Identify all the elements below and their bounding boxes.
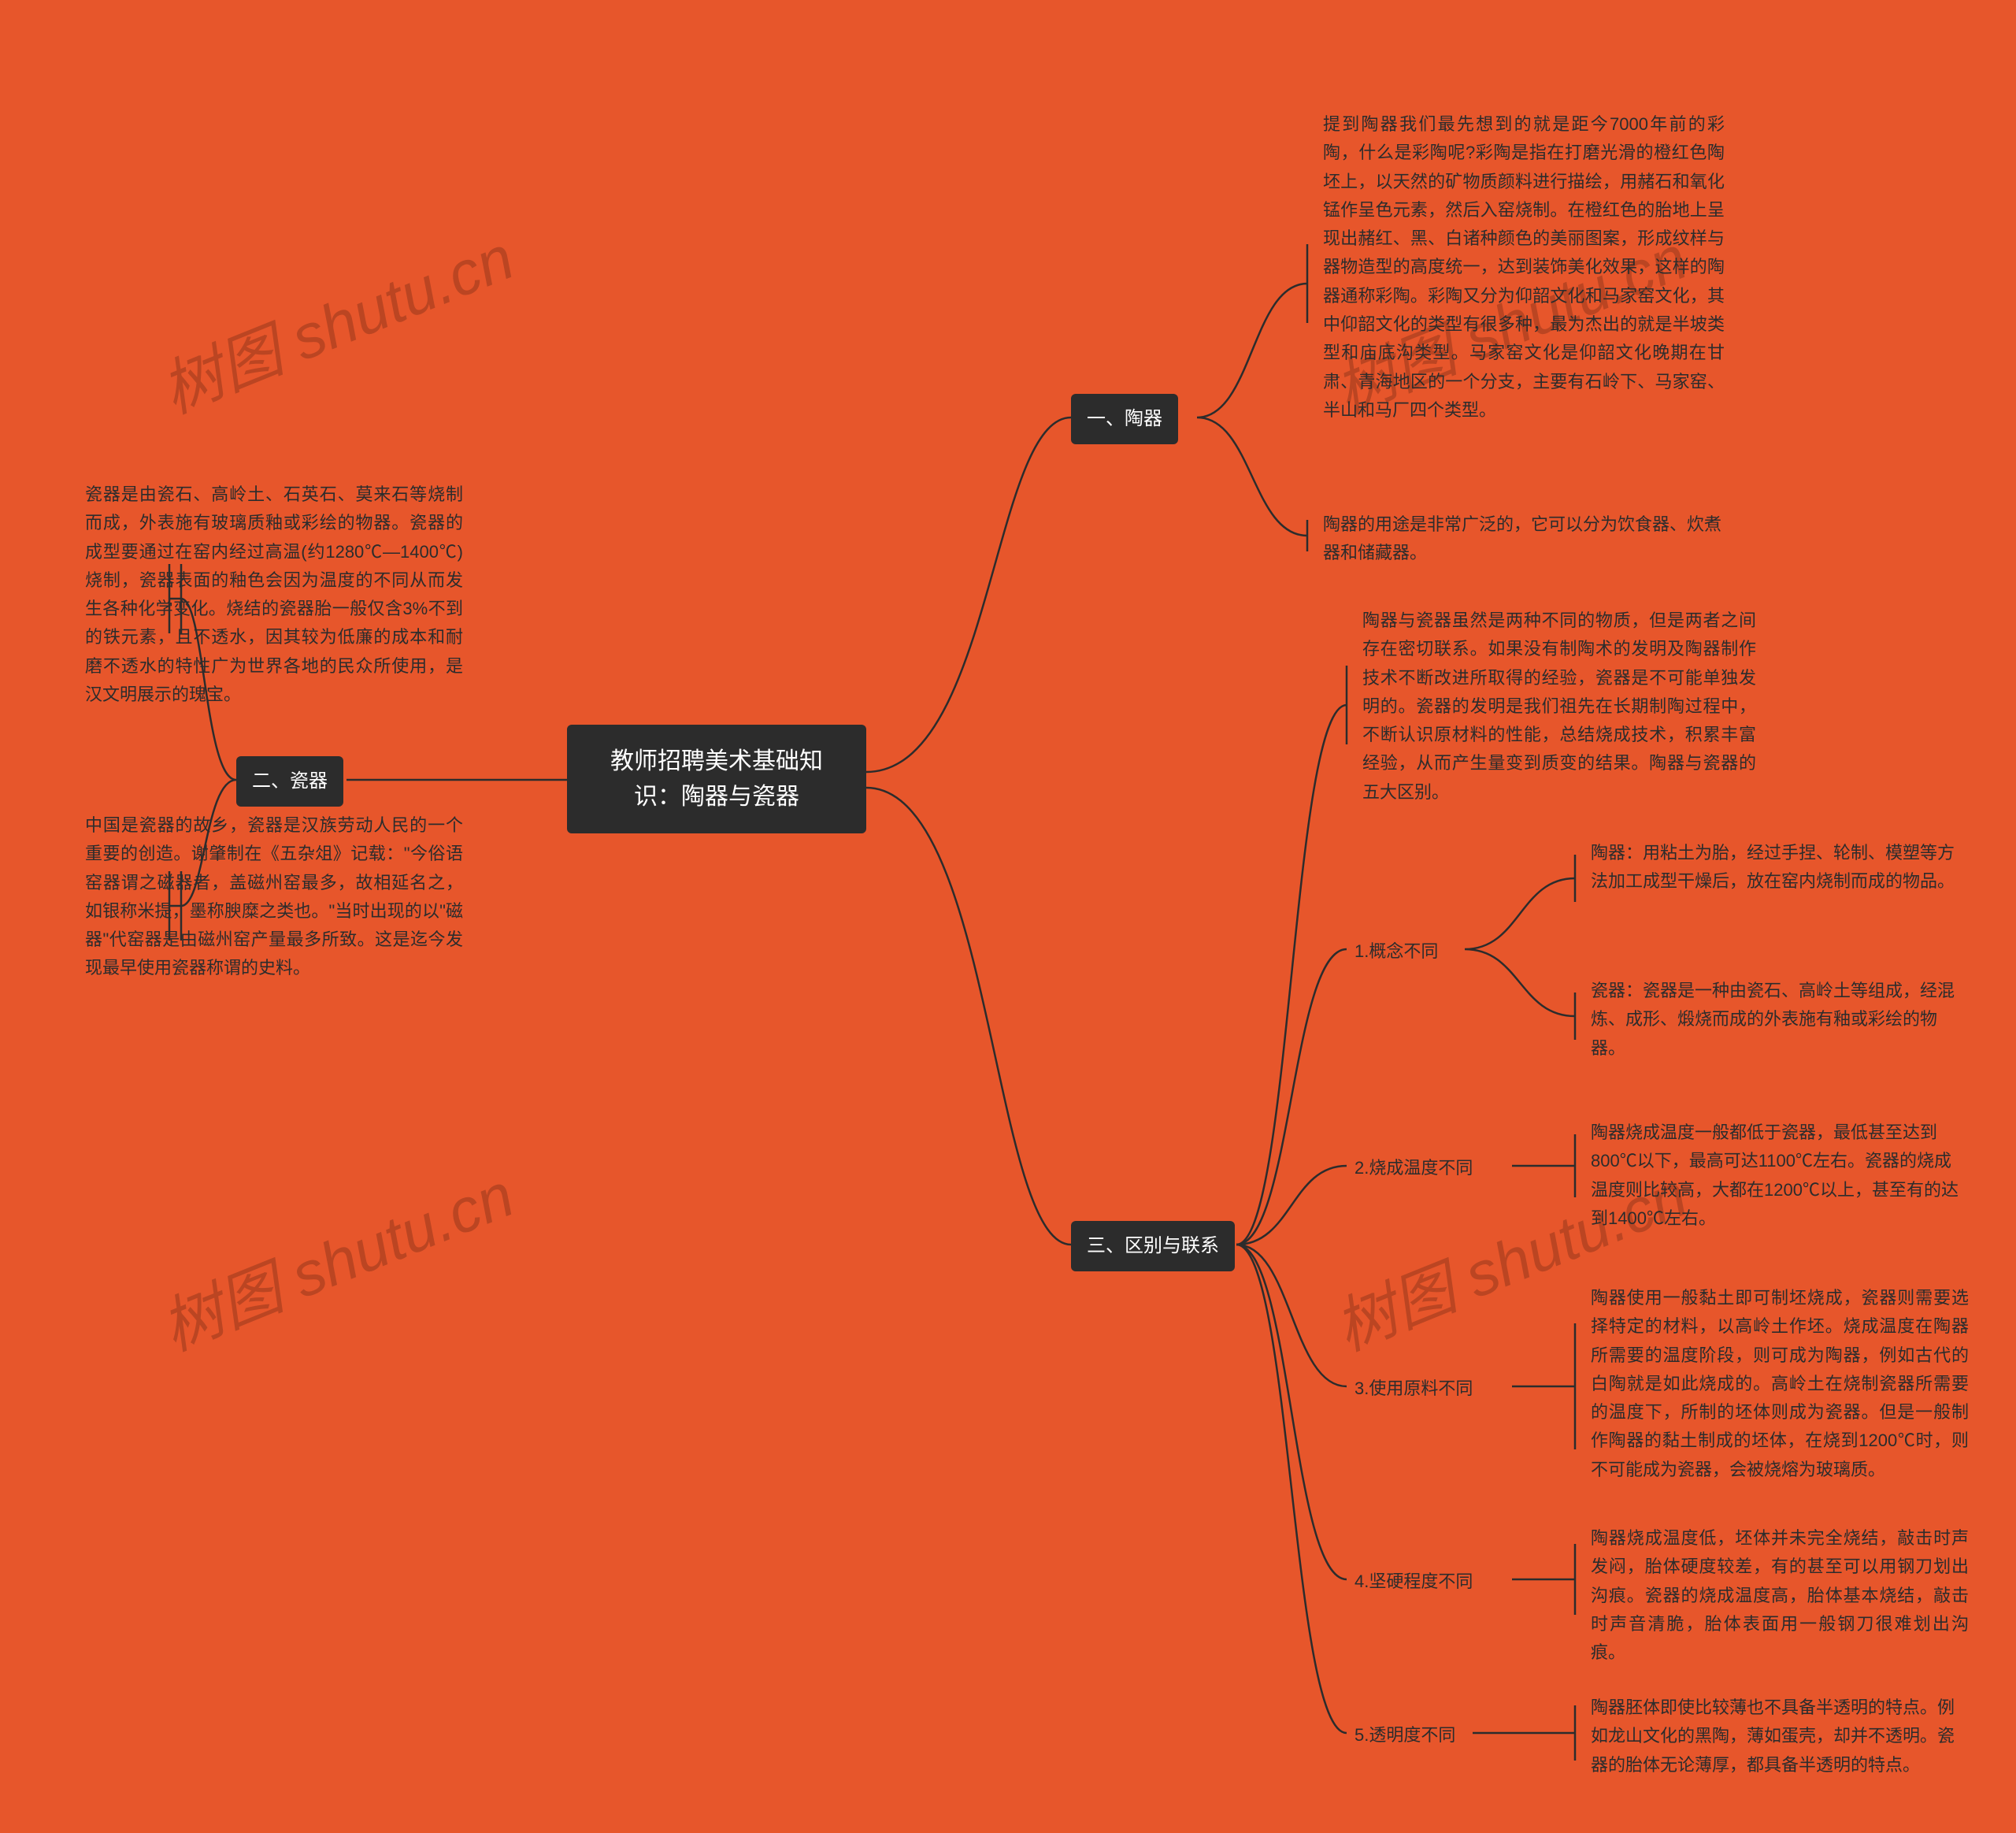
- root-node: 教师招聘美术基础知识：陶器与瓷器: [567, 725, 866, 833]
- leaf-pottery-1: 提到陶器我们最先想到的就是距今7000年前的彩陶，什么是彩陶呢?彩陶是指在打磨光…: [1323, 110, 1725, 425]
- branch-diff: 三、区别与联系: [1071, 1221, 1235, 1271]
- leaf-concept-2: 瓷器：瓷器是一种由瓷石、高岭土等组成，经混炼、成形、煅烧而成的外表施有釉或彩绘的…: [1591, 977, 1969, 1063]
- leaf-hardness-1: 陶器烧成温度低，坯体并未完全烧结，敲击时声发闷，胎体硬度较差，有的甚至可以用钢刀…: [1591, 1524, 1969, 1667]
- branch-porcelain: 二、瓷器: [236, 756, 343, 807]
- leaf-transparency-1: 陶器胚体即使比较薄也不具备半透明的特点。例如龙山文化的黑陶，薄如蛋壳，却并不透明…: [1591, 1694, 1969, 1779]
- sub-transparency: 5.透明度不同: [1354, 1721, 1455, 1750]
- sub-material: 3.使用原料不同: [1354, 1375, 1473, 1403]
- leaf-porcelain-1: 瓷器是由瓷石、高岭土、石英石、莫来石等烧制而成，外表施有玻璃质釉或彩绘的物器。瓷…: [85, 481, 463, 709]
- branch-pottery: 一、陶器: [1071, 394, 1178, 444]
- sub-concept: 1.概念不同: [1354, 937, 1438, 966]
- watermark: 树图 shutu.cn: [146, 210, 524, 431]
- sub-hardness: 4.坚硬程度不同: [1354, 1568, 1473, 1596]
- leaf-concept-1: 陶器：用粘土为胎，经过手捏、轮制、模塑等方法加工成型干燥后，放在窑内烧制而成的物…: [1591, 839, 1969, 896]
- leaf-pottery-2: 陶器的用途是非常广泛的，它可以分为饮食器、炊煮器和储藏器。: [1323, 510, 1725, 568]
- sub-temperature: 2.烧成温度不同: [1354, 1154, 1473, 1182]
- leaf-temperature-1: 陶器烧成温度一般都低于瓷器，最低甚至达到800℃以下，最高可达1100℃左右。瓷…: [1591, 1119, 1969, 1233]
- watermark: 树图 shutu.cn: [146, 1147, 524, 1368]
- leaf-porcelain-2: 中国是瓷器的故乡，瓷器是汉族劳动人民的一个重要的创造。谢肇制在《五杂俎》记载："…: [85, 811, 463, 983]
- leaf-material-1: 陶器使用一般黏土即可制坯烧成，瓷器则需要选择特定的材料，以高岭土作坯。烧成温度在…: [1591, 1284, 1969, 1484]
- leaf-diff-intro: 陶器与瓷器虽然是两种不同的物质，但是两者之间存在密切联系。如果没有制陶术的发明及…: [1362, 607, 1756, 807]
